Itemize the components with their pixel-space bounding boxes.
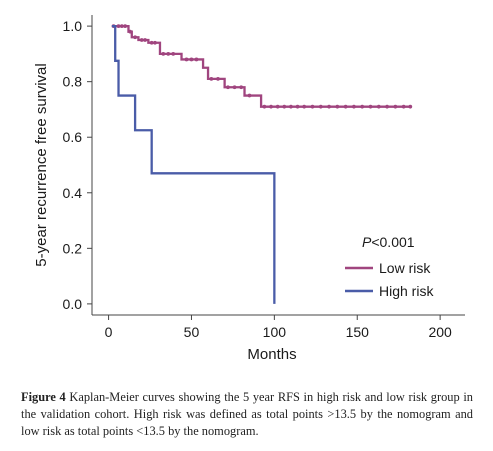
censor-mark-low-risk [216, 76, 220, 81]
censor-mark-low-risk [116, 24, 121, 29]
y-axis-title: 5-year recurrence free survival [33, 63, 50, 266]
figure-caption: Figure 4 Kaplan-Meier curves showing the… [21, 389, 473, 440]
censor-mark-low-risk [194, 57, 199, 62]
p-value: <0.001 [371, 234, 414, 250]
censor-mark-low-risk [343, 104, 348, 109]
x-tick-label: 150 [346, 324, 370, 340]
curve-high-risk [111, 24, 276, 304]
censor-mark-low-risk [189, 57, 194, 62]
legend-label-high-risk: High risk [379, 283, 434, 299]
x-tick-label: 0 [105, 324, 113, 340]
figure-label: Figure 4 [21, 390, 66, 404]
censor-mark-low-risk [143, 38, 147, 42]
censor-mark-low-risk [232, 85, 237, 90]
censor-mark-low-risk [139, 38, 144, 42]
censor-mark-low-risk [166, 51, 171, 56]
censor-mark-low-risk [360, 104, 365, 109]
legend-label-low-risk: Low risk [379, 260, 431, 276]
caption-text: Kaplan-Meier curves showing the 5 year R… [21, 390, 473, 438]
censor-mark-low-risk [226, 85, 230, 90]
censor-mark-low-risk [401, 104, 406, 109]
censor-mark-low-risk [302, 104, 307, 109]
censor-mark-low-risk [393, 104, 398, 109]
x-tick-label: 200 [428, 324, 452, 340]
censor-mark-low-risk [161, 51, 166, 56]
y-tick-label: 1.0 [63, 18, 83, 34]
censor-mark-low-risk [239, 85, 244, 90]
censor-mark-low-risk [376, 104, 381, 109]
censor-mark-low-risk [318, 104, 323, 109]
censor-mark-low-risk [310, 104, 315, 109]
censor-mark-low-risk [335, 104, 340, 109]
censor-mark-low-risk [289, 104, 293, 109]
x-ticks: 0 50 100 150 200 [105, 315, 452, 340]
censor-mark-low-risk [385, 104, 389, 109]
censor-mark-low-risk [153, 40, 157, 45]
y-tick-label: 0.4 [63, 185, 83, 201]
censor-mark-low-risk [368, 104, 373, 109]
y-tick-label: 0.2 [63, 240, 83, 256]
censor-mark-low-risk [408, 104, 413, 109]
censor-mark-low-risk [171, 51, 176, 56]
legend: Low risk High risk [345, 260, 434, 299]
censor-mark-low-risk [262, 104, 267, 109]
censor-mark-low-risk [119, 24, 124, 29]
censor-mark-low-risk [123, 24, 128, 29]
p-value-annotation: P<0.001 [362, 234, 415, 250]
x-tick-label: 100 [263, 324, 287, 340]
censor-mark-low-risk [133, 35, 138, 40]
survival-curves [111, 24, 413, 304]
censor-mark-low-risk [209, 76, 214, 81]
censor-mark-low-risk [352, 104, 356, 109]
censor-mark-low-risk [282, 104, 287, 109]
x-tick-label: 50 [184, 324, 200, 340]
censor-mark-low-risk [269, 104, 273, 109]
censor-mark-low-risk [184, 57, 189, 62]
y-tick-label: 0.0 [63, 296, 83, 312]
p-symbol: P [362, 234, 372, 250]
y-ticks: 0.0 0.2 0.4 0.6 0.8 1.0 [63, 18, 92, 312]
km-chart: 0.0 0.2 0.4 0.6 0.8 1.0 0 50 100 150 200 5-year r… [33, 15, 465, 363]
y-tick-label: 0.8 [63, 74, 83, 90]
censor-mark-low-risk [327, 104, 331, 109]
censor-mark-low-risk [247, 93, 252, 98]
censor-mark-low-risk [149, 40, 154, 45]
y-tick-label: 0.6 [63, 129, 83, 145]
censor-mark-low-risk [275, 104, 280, 109]
x-axis-title: Months [247, 346, 296, 363]
curve-low-risk [111, 24, 411, 108]
censor-mark-low-risk [295, 104, 300, 109]
censor-mark-low-risk [128, 29, 133, 34]
